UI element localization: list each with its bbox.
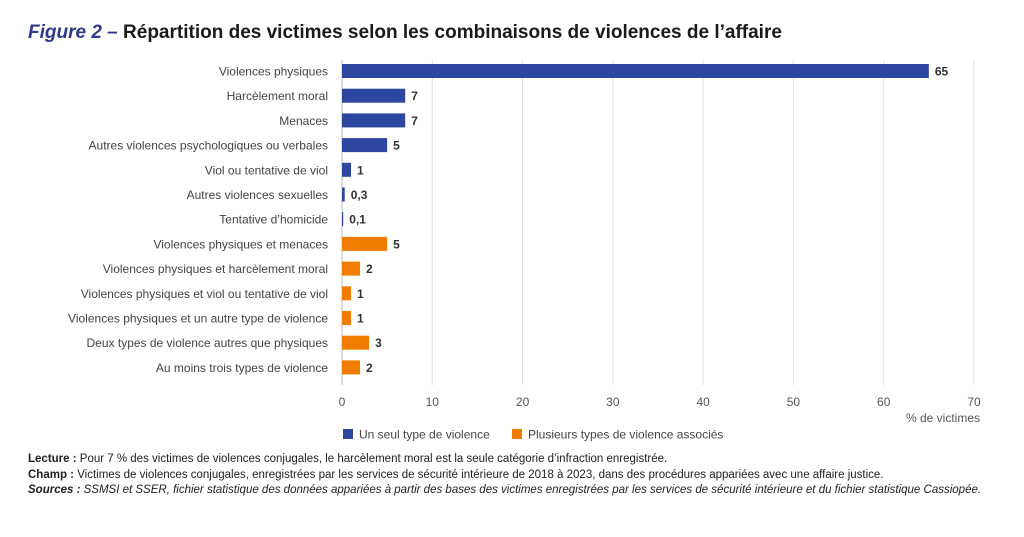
x-tick-label: 0 [339,395,346,409]
champ-text: Victimes de violences conjugales, enregi… [74,468,884,481]
x-tick-label: 60 [877,395,891,409]
bar [342,88,406,103]
bar [342,360,361,375]
category-label: Harcèlement moral [227,89,328,103]
legend-swatch [512,429,522,439]
category-label: Violences physiques et menaces [153,237,328,251]
category-label: Menaces [279,114,328,128]
bar [342,261,361,276]
data-label: 7 [411,89,418,103]
category-label: Violences physiques et viol ou tentative… [81,287,328,301]
data-label: 65 [935,65,949,79]
note-sources: Sources : SSMSI et SSER, fichier statist… [28,483,998,499]
data-label: 1 [357,163,364,177]
data-label: 5 [393,237,400,251]
x-tick-label: 40 [696,395,710,409]
bar [342,311,352,325]
sources-text: SSMSI et SSER, fichier statistique des d… [80,484,982,496]
bar [342,286,352,301]
data-label: 7 [411,114,418,128]
legend-swatch [343,429,353,439]
category-label: Au moins trois types de violence [156,361,328,375]
data-label: 2 [366,262,373,276]
sources-label: Sources : [28,484,81,496]
bar [342,212,344,227]
bar [342,187,345,202]
note-lecture: Lecture : Pour 7 % des victimes de viole… [28,452,998,468]
lecture-label: Lecture : [28,453,77,465]
note-champ: Champ : Victimes de violences conjugales… [28,468,998,484]
bar [342,335,370,350]
bar [342,236,388,251]
category-label: Autres violences psychologiques ou verba… [89,139,328,153]
legend-label: Plusieurs types de violence associés [528,428,723,442]
data-label: 1 [357,312,364,326]
category-label: Violences physiques et un autre type de … [68,312,328,326]
category-label: Tentative d’homicide [219,213,328,227]
data-label: 0,3 [351,188,368,202]
x-tick-label: 10 [426,395,440,409]
bar [342,113,406,128]
category-label: Autres violences sexuelles [187,188,328,202]
title-text: Répartition des victimes selon les combi… [123,22,782,43]
x-tick-label: 30 [606,395,620,409]
category-label: Violences physiques et harcèlement moral [103,262,328,276]
bar [342,138,388,153]
data-label: 0,1 [349,213,366,227]
lecture-text: Pour 7 % des victimes de violences conju… [76,453,668,465]
x-tick-label: 70 [967,395,981,409]
chart-title: Figure 2 – Répartition des victimes selo… [28,22,782,44]
x-tick-label: 50 [787,395,801,409]
category-label: Viol ou tentative de viol [205,163,328,177]
x-axis-label: % de victimes [906,411,980,425]
category-label: Violences physiques [219,65,328,79]
x-tick-label: 20 [516,395,530,409]
data-label: 5 [393,139,400,153]
figure-label: Figure 2 – [28,22,118,43]
legend-label: Un seul type de violence [359,428,490,442]
data-label: 1 [357,287,364,301]
category-label: Deux types de violence autres que physiq… [87,336,328,350]
champ-label: Champ : [28,468,74,481]
bar [342,64,929,78]
bar [342,162,352,177]
data-label: 2 [366,361,373,375]
data-label: 3 [375,336,382,350]
notes: Lecture : Pour 7 % des victimes de viole… [28,452,998,499]
